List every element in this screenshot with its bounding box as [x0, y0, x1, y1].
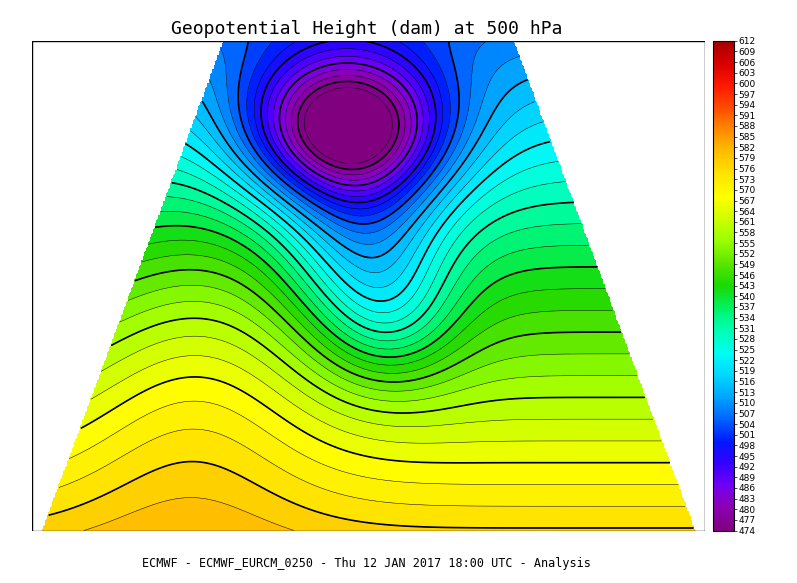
Text: Geopotential Height (dam) at 500 hPa: Geopotential Height (dam) at 500 hPa — [171, 20, 563, 38]
Text: ECMWF - ECMWF_EURCM_0250 - Thu 12 JAN 2017 18:00 UTC - Analysis: ECMWF - ECMWF_EURCM_0250 - Thu 12 JAN 20… — [142, 557, 591, 570]
Bar — [32, 41, 705, 531]
